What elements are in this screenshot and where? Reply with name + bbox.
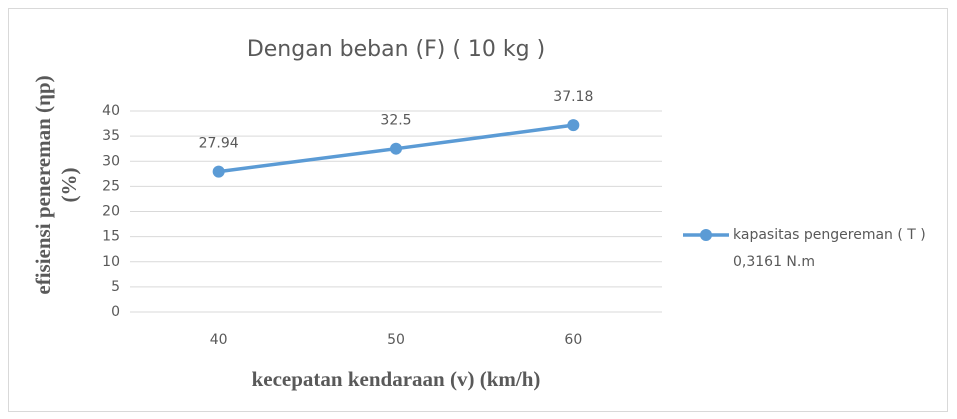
y-tick-label: 30	[102, 153, 120, 169]
x-tick-label: 50	[387, 332, 405, 348]
marker	[567, 119, 580, 132]
x-axis-label: kecepatan kendaraan (v) (km/h)	[252, 367, 541, 391]
chart-border	[8, 8, 948, 412]
chart-title: Dengan beban (F) ( 10 kg )	[247, 37, 545, 62]
data-label: 32.5	[380, 113, 411, 129]
x-tick-label: 60	[564, 332, 582, 348]
y-tick-label: 25	[102, 178, 120, 194]
y-tick-label: 10	[102, 254, 120, 270]
data-label: 27.94	[199, 136, 239, 152]
marker	[212, 165, 225, 178]
legend-marker	[700, 229, 712, 241]
y-tick-label: 35	[102, 128, 120, 144]
y-axis-label: efisiensi penereman (ηp)(%)	[31, 75, 81, 295]
x-tick-label: 40	[210, 332, 228, 348]
legend-label: kapasitas pengereman ( T ) 0,3161 N.m	[733, 227, 926, 270]
y-tick-label: 15	[102, 229, 120, 245]
y-tick-label: 20	[102, 204, 120, 220]
y-tick-label: 0	[111, 304, 120, 320]
marker	[390, 142, 402, 155]
y-tick-label: 5	[111, 279, 120, 295]
data-label: 37.18	[553, 89, 593, 105]
y-tick-label: 40	[102, 103, 120, 119]
